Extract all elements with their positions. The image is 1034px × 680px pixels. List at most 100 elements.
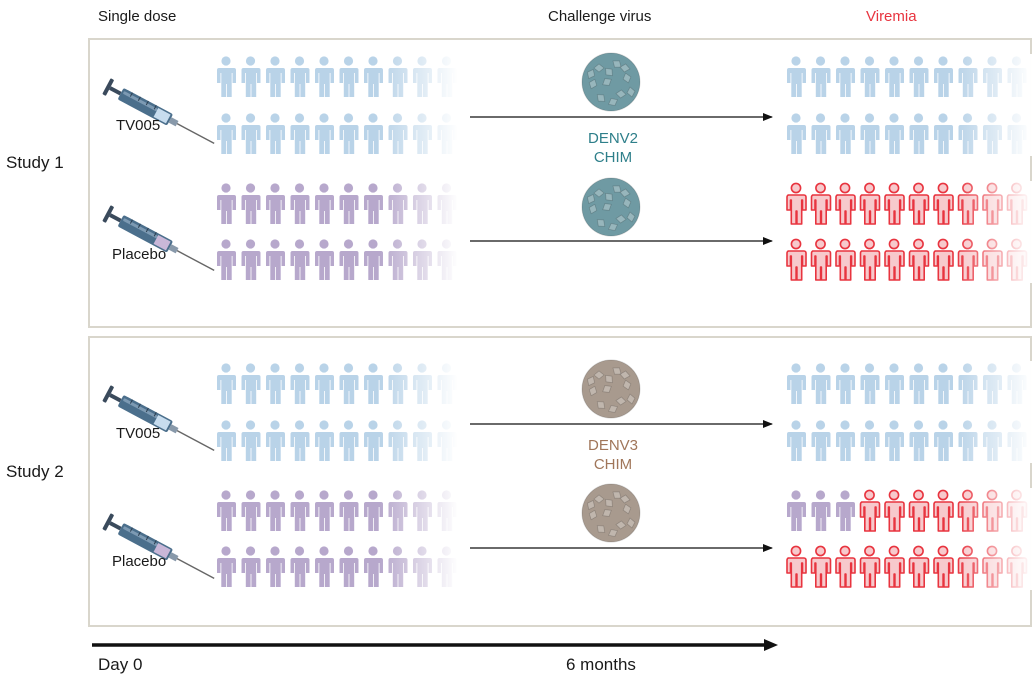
- person-icon: [859, 545, 881, 588]
- person-icon: [315, 56, 334, 97]
- person-icon: [241, 183, 261, 224]
- study-1-tv005-label: TV005: [116, 117, 161, 134]
- person-icon: [885, 420, 904, 461]
- header-challenge-virus: Challenge virus: [548, 8, 652, 25]
- person-icon: [787, 56, 806, 97]
- person-icon: [290, 56, 310, 97]
- person-icon: [811, 490, 831, 531]
- study-1-virus-line1: DENV2: [587, 130, 639, 147]
- person-icon: [364, 490, 383, 531]
- person-icon: [339, 113, 359, 154]
- study-2-tv005-syringe-icon: [102, 385, 215, 452]
- study-2-vaccine-virus-icon: [581, 359, 641, 419]
- study-2-placebo-label: Placebo: [112, 553, 167, 570]
- study-1-virus-line2: CHIM: [593, 149, 633, 166]
- person-icon: [315, 183, 334, 224]
- fade-overlay: [380, 488, 458, 590]
- person-icon: [364, 239, 383, 280]
- person-icon: [315, 420, 334, 461]
- person-icon: [787, 420, 806, 461]
- study-1-vaccine-virus-icon: [581, 52, 641, 112]
- person-icon: [786, 238, 807, 281]
- person-icon: [811, 420, 831, 461]
- person-icon: [266, 546, 285, 587]
- person-icon: [909, 363, 929, 404]
- person-icon: [835, 238, 856, 281]
- person-icon: [241, 239, 261, 280]
- person-icon: [884, 545, 905, 588]
- person-icon: [908, 489, 930, 532]
- person-icon: [290, 420, 310, 461]
- person-icon: [339, 363, 359, 404]
- person-icon: [859, 182, 881, 225]
- fade-overlay: [956, 488, 1032, 590]
- header-single-dose: Single dose: [98, 8, 177, 25]
- person-icon: [933, 182, 954, 225]
- person-icon: [811, 113, 831, 154]
- person-icon: [364, 546, 383, 587]
- person-icon: [909, 420, 929, 461]
- study-1-placebo-virus-icon: [581, 177, 641, 237]
- person-icon: [909, 113, 929, 154]
- person-icon: [836, 56, 855, 97]
- person-icon: [339, 183, 359, 224]
- person-icon: [339, 56, 359, 97]
- person-icon: [786, 182, 807, 225]
- person-icon: [836, 363, 855, 404]
- person-icon: [266, 420, 285, 461]
- person-icon: [934, 56, 953, 97]
- person-icon: [884, 238, 905, 281]
- person-icon: [266, 490, 285, 531]
- person-icon: [810, 182, 832, 225]
- person-icon: [216, 363, 236, 404]
- person-icon: [885, 363, 904, 404]
- person-icon: [339, 420, 359, 461]
- person-icon: [290, 363, 310, 404]
- person-icon: [836, 420, 855, 461]
- person-icon: [266, 363, 285, 404]
- person-icon: [885, 113, 904, 154]
- person-icon: [339, 239, 359, 280]
- study-2-tv005-label: TV005: [116, 425, 161, 442]
- person-icon: [835, 182, 856, 225]
- person-icon: [860, 56, 880, 97]
- person-icon: [787, 490, 806, 531]
- person-icon: [290, 239, 310, 280]
- person-icon: [787, 113, 806, 154]
- person-icon: [860, 113, 880, 154]
- person-icon: [315, 113, 334, 154]
- study-2-virus-line2: CHIM: [593, 456, 633, 473]
- person-icon: [315, 490, 334, 531]
- person-icon: [934, 420, 953, 461]
- person-icon: [290, 183, 310, 224]
- person-icon: [787, 363, 806, 404]
- fade-overlay: [380, 181, 458, 283]
- person-icon: [241, 56, 261, 97]
- person-icon: [216, 113, 236, 154]
- study-1-tv005-syringe-icon: [102, 78, 215, 145]
- person-icon: [859, 489, 881, 532]
- person-icon: [364, 363, 383, 404]
- person-icon: [290, 113, 310, 154]
- person-icon: [811, 363, 831, 404]
- fade-overlay: [956, 181, 1032, 283]
- person-icon: [934, 363, 953, 404]
- person-icon: [811, 56, 831, 97]
- person-icon: [933, 545, 954, 588]
- study-1-label: Study 1: [6, 153, 64, 172]
- person-icon: [216, 183, 236, 224]
- person-icon: [908, 182, 930, 225]
- person-icon: [241, 113, 261, 154]
- timeline-arrowhead: [764, 639, 778, 651]
- person-icon: [810, 545, 832, 588]
- person-icon: [884, 182, 905, 225]
- person-icon: [908, 545, 930, 588]
- person-icon: [933, 489, 954, 532]
- person-icon: [266, 56, 285, 97]
- header-viremia: Viremia: [866, 8, 917, 25]
- person-icon: [339, 546, 359, 587]
- person-icon: [241, 490, 261, 531]
- person-icon: [290, 546, 310, 587]
- study-2-placebo-virus-icon: [581, 483, 641, 543]
